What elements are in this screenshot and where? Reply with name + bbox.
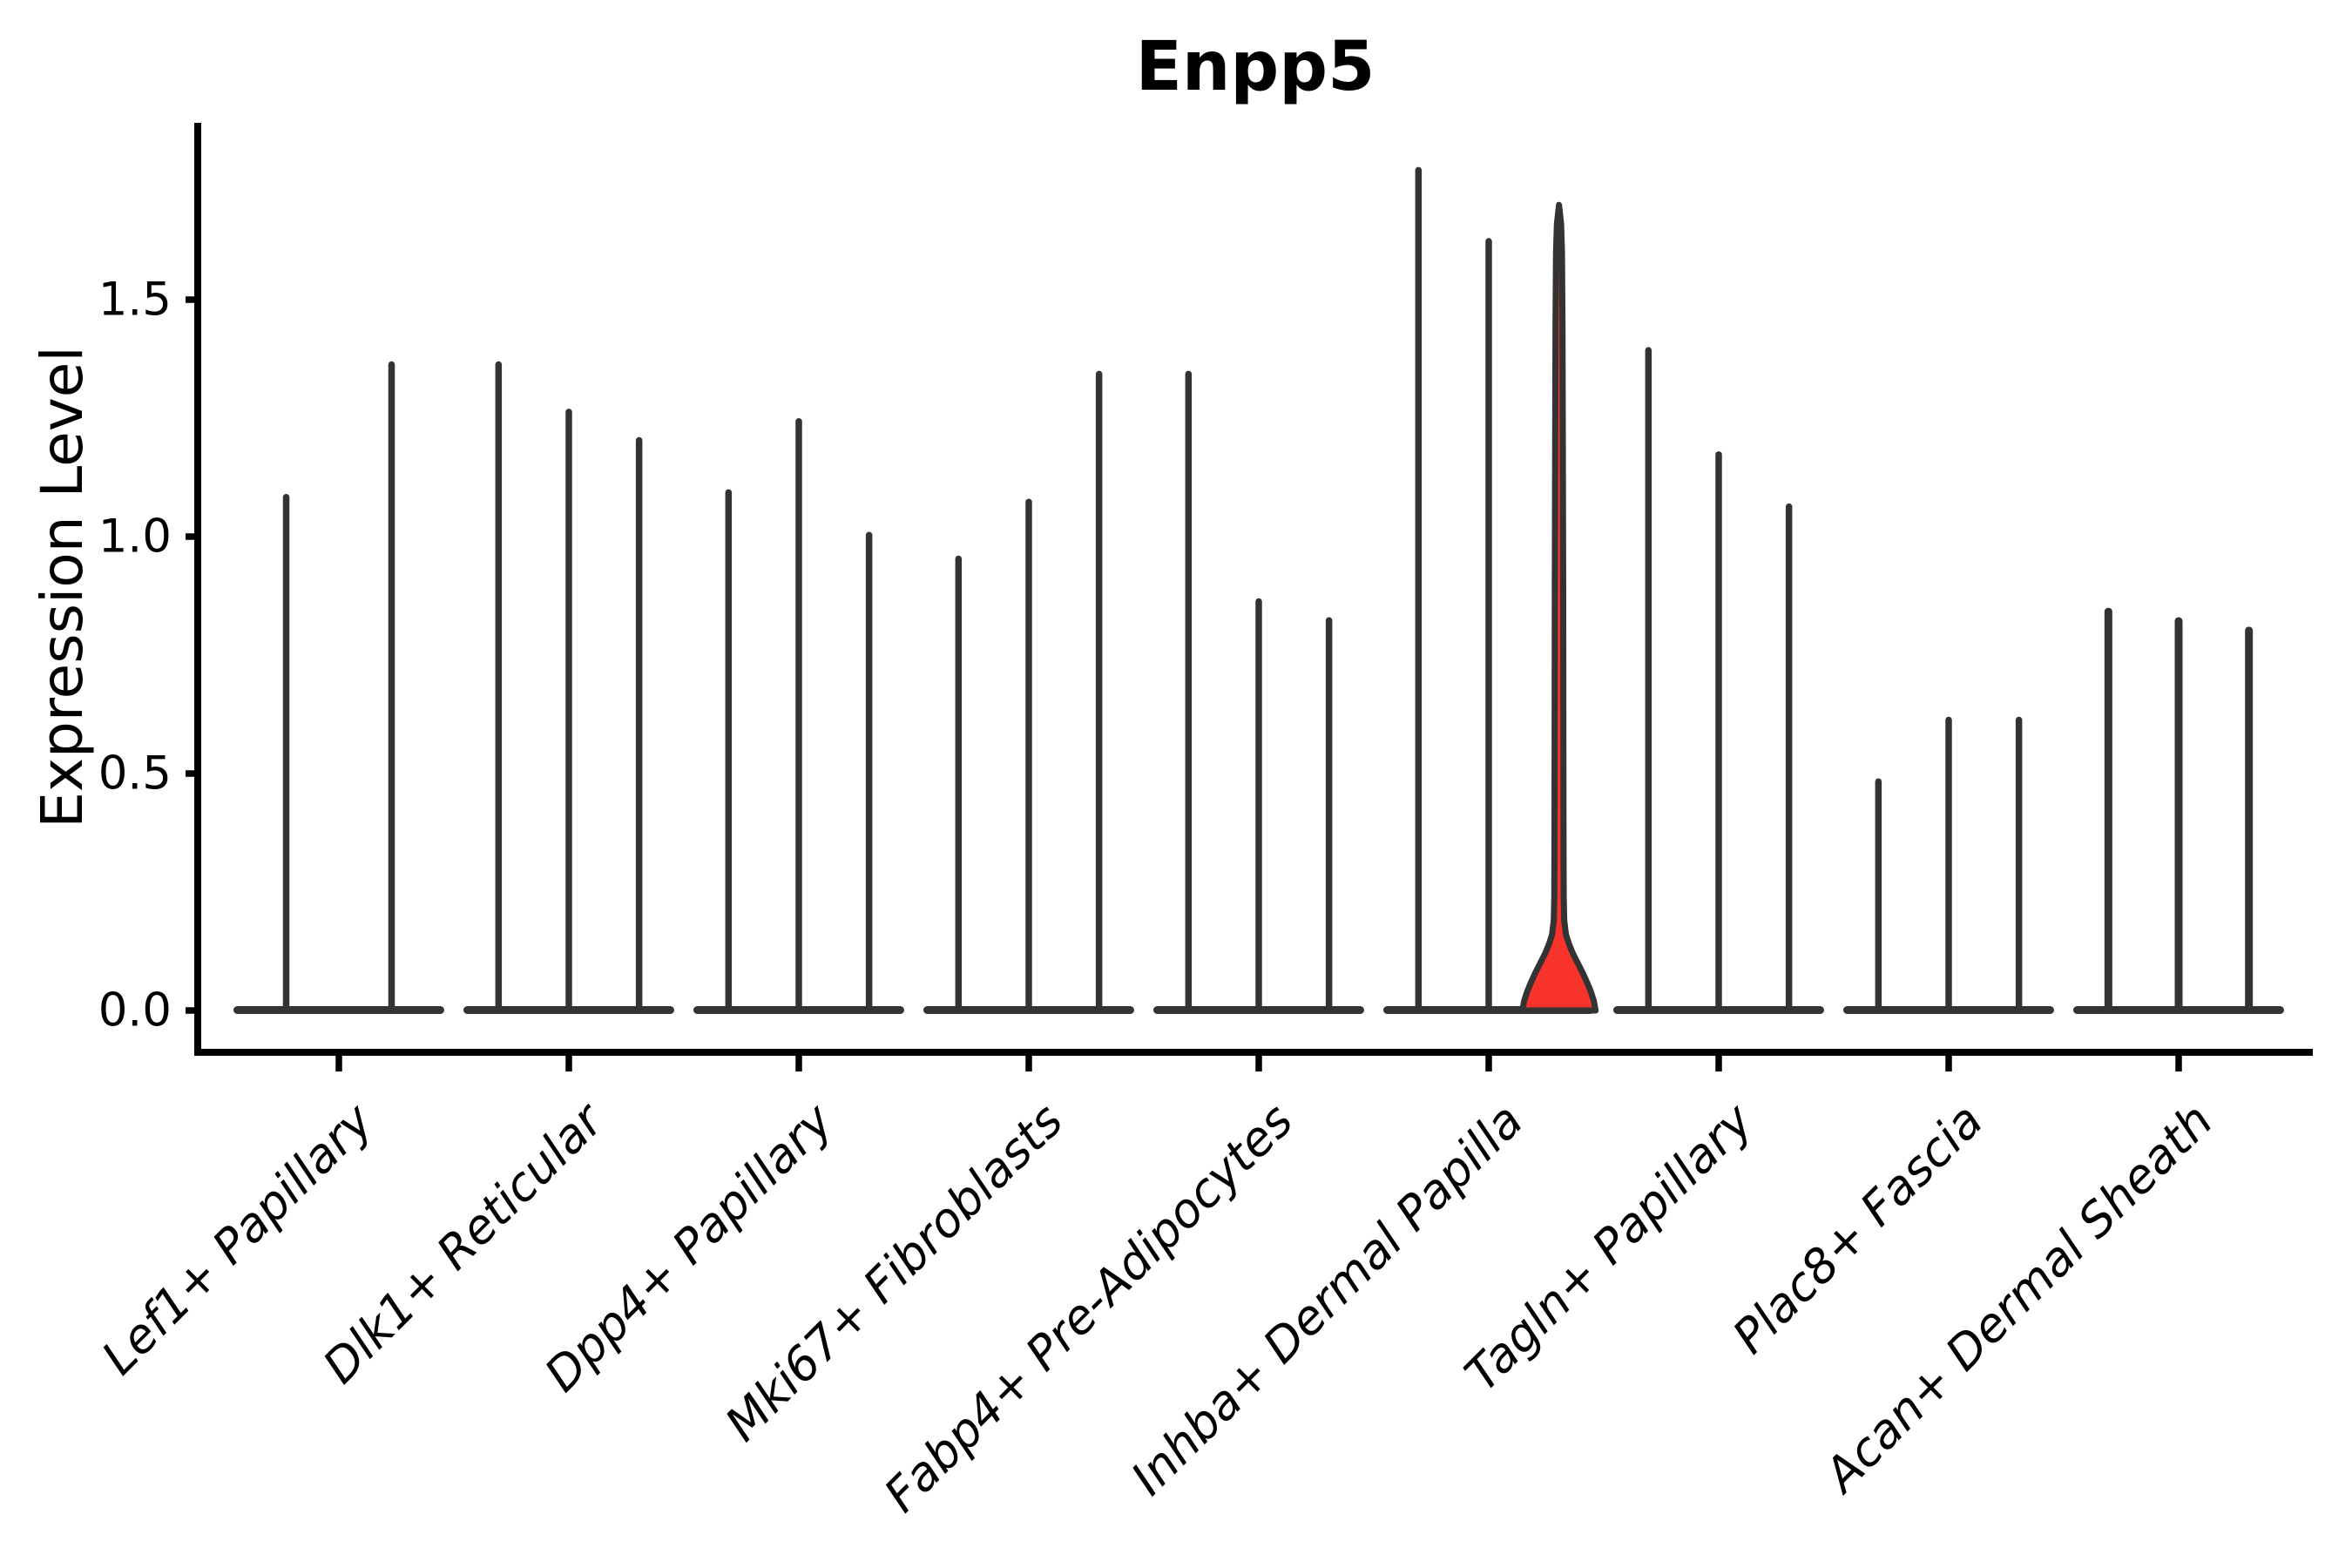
violin-spike — [635, 436, 643, 1012]
violin-spike — [495, 361, 503, 1013]
plot-title: Enpp5 — [1135, 28, 1375, 106]
violin-spike — [2104, 607, 2112, 1012]
violin-spike — [1785, 503, 1793, 1012]
axis-spines — [194, 123, 2313, 1056]
x-category-label: Plac8+ Fascia — [1722, 1093, 1993, 1364]
violin-spike — [2174, 617, 2183, 1012]
violin-spike — [1945, 716, 1952, 1012]
violin-spike — [1645, 347, 1652, 1012]
violin-spike — [282, 494, 290, 1012]
violin-spike — [2245, 626, 2254, 1012]
violin-spike — [2015, 716, 2023, 1012]
violin-spike — [725, 489, 733, 1012]
highlighted-violin — [1519, 201, 1599, 1014]
y-tick-label: 1.5 — [98, 274, 172, 327]
y-tick-label: 0.5 — [98, 747, 172, 801]
violin-spike — [865, 531, 873, 1012]
violin-spike — [1875, 778, 1882, 1012]
violin-spike — [565, 409, 572, 1012]
violin-base — [233, 1006, 444, 1014]
violin-spike — [1715, 451, 1722, 1012]
violin-spike — [795, 418, 802, 1012]
violin-spike — [1185, 370, 1193, 1013]
y-tick-label: 0.0 — [98, 984, 172, 1037]
violin-spike — [1325, 617, 1333, 1012]
violin-spike — [1095, 370, 1103, 1013]
x-category-label: Inhba+ Dermal Papilla — [1120, 1093, 1533, 1506]
violin-spike — [1415, 166, 1423, 1012]
violin-spike — [1485, 238, 1492, 1012]
y-tick-label: 1.0 — [98, 510, 172, 564]
x-category-label: Acan+ Dermal Sheath — [1812, 1093, 2223, 1504]
violin-spike — [1255, 598, 1262, 1012]
violin-spike — [1025, 498, 1032, 1012]
violin-spike — [955, 555, 963, 1012]
violin-spike — [388, 361, 395, 1013]
x-category-label: Fabp4+ Pre-Adipocytes — [874, 1093, 1303, 1523]
